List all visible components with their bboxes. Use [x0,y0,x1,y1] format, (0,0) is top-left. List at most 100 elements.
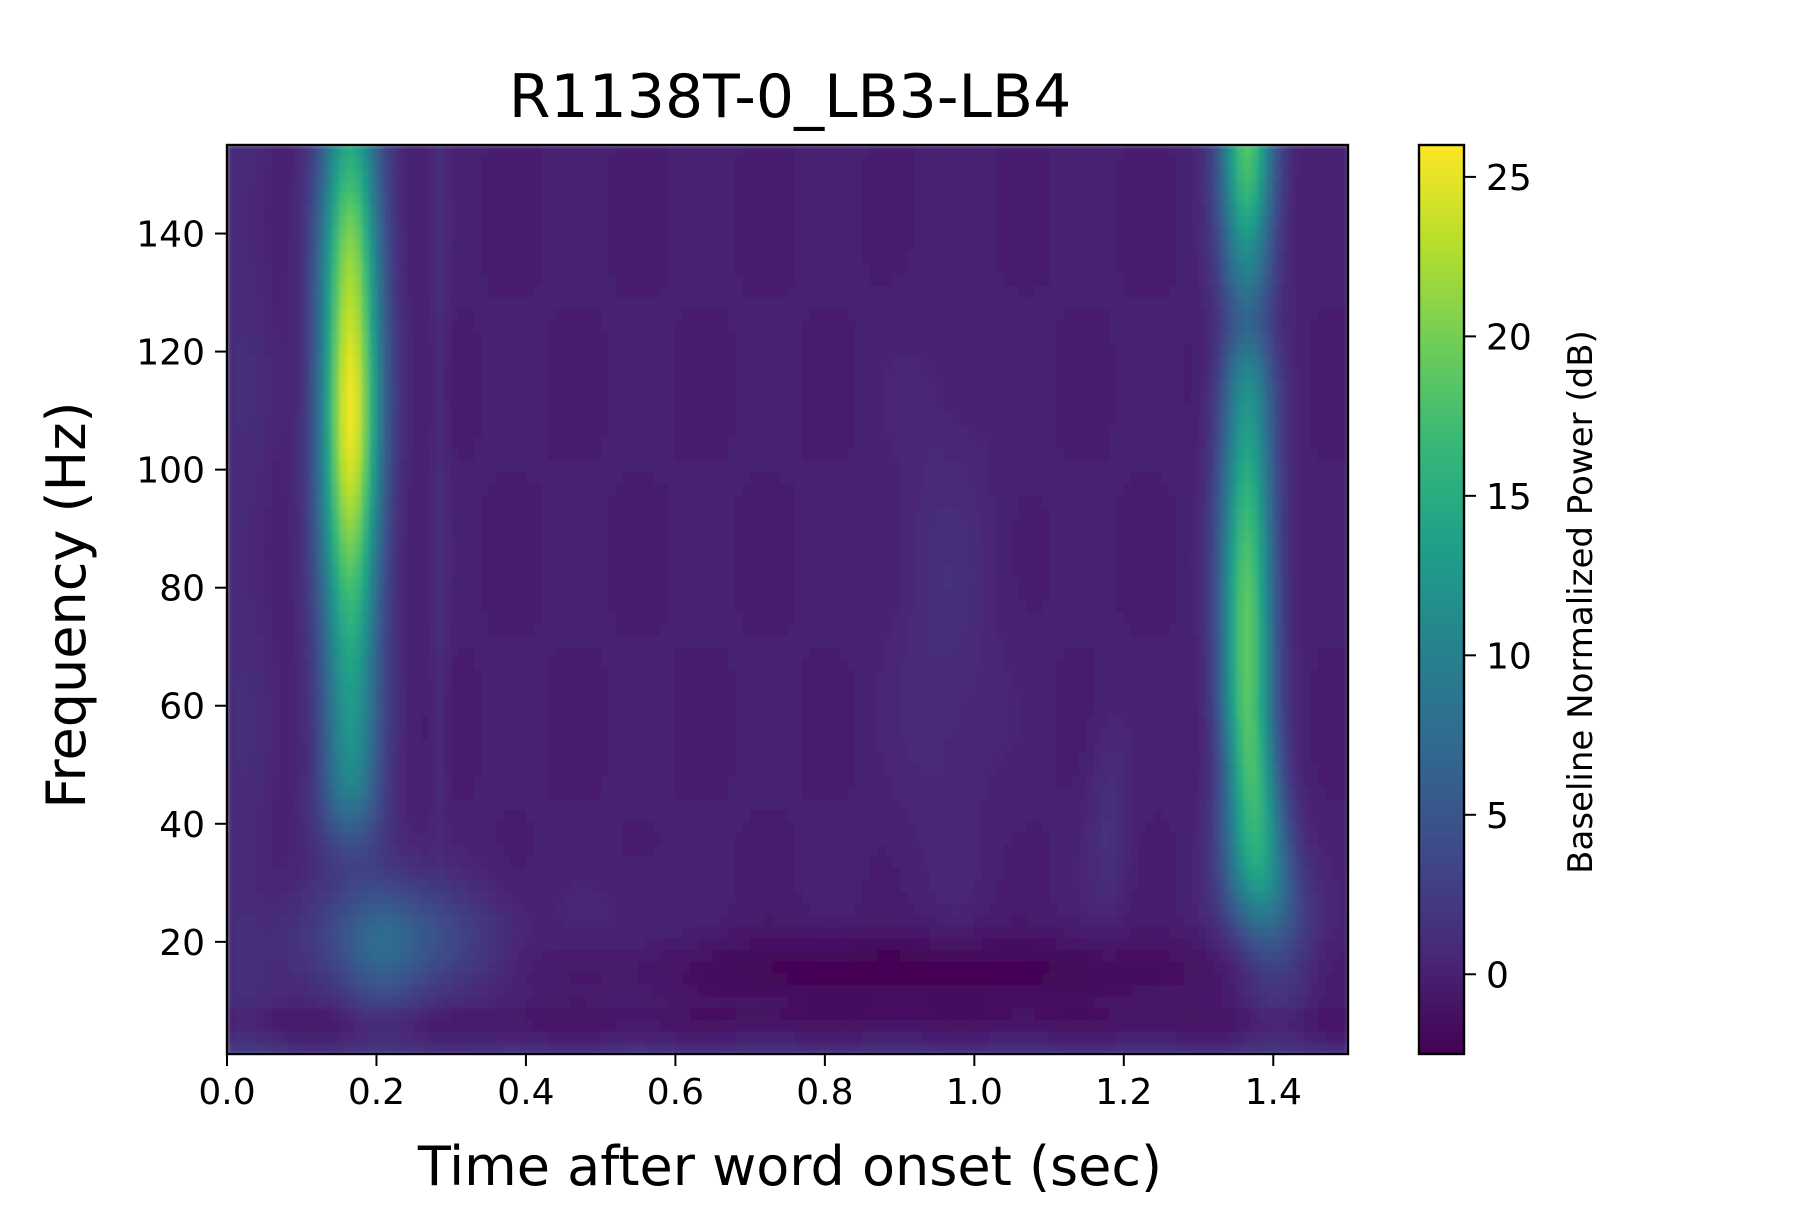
heatmap-cell [406,448,415,461]
heatmap-cell [294,855,303,869]
heatmap-cell [421,354,430,368]
heatmap-cell [249,681,258,694]
heatmap-cell [682,657,692,671]
heatmap-cell [660,413,669,426]
heatmap-cell [548,657,557,671]
heatmap-cell [361,797,370,811]
heatmap-cell [451,203,460,216]
heatmap-cell [406,879,415,892]
heatmap-cell [294,517,303,531]
heatmap-cell [645,203,654,216]
heatmap-cell [354,646,363,659]
heatmap-cell [496,902,505,916]
heatmap-cell [510,622,520,636]
heatmap-cell [548,331,557,345]
heatmap-cell [436,902,445,916]
heatmap-cell [398,354,408,368]
heatmap-cell [354,727,363,741]
heatmap-cell [473,343,482,356]
heatmap-cell [615,249,624,263]
heatmap-cell [697,820,707,834]
heatmap-cell [316,844,326,857]
heatmap-cell [593,599,602,613]
heatmap-cell [481,867,490,881]
heatmap-cell [271,995,281,1009]
heatmap-cell [608,1019,617,1032]
heatmap-cell [630,552,639,566]
heatmap-cell [361,331,370,345]
heatmap-cell [548,1007,557,1020]
heatmap-cell [443,716,453,729]
heatmap-cell [473,867,482,881]
heatmap-cell [316,797,326,811]
heatmap-cell [324,622,333,636]
heatmap-cell [451,995,460,1009]
heatmap-cell [638,273,647,286]
heatmap-cell [458,844,468,857]
heatmap-cell [249,401,258,414]
heatmap-cell [608,844,617,857]
heatmap-cell [354,681,363,694]
heatmap-cell [294,844,303,857]
heatmap-cell [376,494,385,508]
heatmap-cell [227,448,236,461]
heatmap-cell [555,284,565,298]
heatmap-cell [309,261,318,275]
heatmap-cell [533,179,542,193]
heatmap-cell [608,646,617,659]
heatmap-cell [406,389,415,403]
heatmap-cell [570,855,580,869]
heatmap-cell [376,681,385,694]
heatmap-cell [652,762,662,776]
heatmap-cell [376,482,385,496]
heatmap-cell [324,587,333,601]
heatmap-cell [256,844,266,857]
heatmap-cell [496,541,505,554]
heatmap-cell [652,284,662,298]
heatmap-cell [690,145,699,158]
heatmap-cell [682,354,692,368]
heatmap-cell [421,389,430,403]
heatmap-cell [436,844,445,857]
heatmap-cell [555,331,565,345]
heatmap-cell [615,762,624,776]
heatmap-cell [309,506,318,519]
heatmap-cell [652,482,662,496]
heatmap-cell [234,669,243,682]
heatmap-cell [697,401,707,414]
heatmap-cell [645,145,654,158]
heatmap-cell [600,191,610,205]
heatmap-cell [354,459,363,473]
heatmap-cell [570,471,580,484]
heatmap-cell [428,552,438,566]
heatmap-cell [376,785,385,799]
heatmap-cell [316,552,326,566]
heatmap-cell [682,401,692,414]
heatmap-cell [354,867,363,881]
heatmap-cell [443,785,453,799]
heatmap-cell [540,890,550,904]
heatmap-cell [473,587,482,601]
heatmap-cell [623,576,632,589]
heatmap-cell [593,459,602,473]
heatmap-cell [354,902,363,916]
heatmap-cell [406,506,415,519]
heatmap-cell [413,751,423,764]
heatmap-cell [227,145,236,158]
heatmap-cell [428,168,438,181]
heatmap-cell [256,401,266,414]
heatmap-cell [339,494,348,508]
heatmap-cell [256,308,266,321]
heatmap-cell [451,576,460,589]
heatmap-cell [227,238,236,251]
heatmap-cell [361,984,370,997]
heatmap-cell [391,914,400,927]
heatmap-cell [436,984,445,997]
heatmap-cell [316,576,326,589]
heatmap-cell [510,343,520,356]
heatmap-cell [398,820,408,834]
heatmap-cell [368,832,378,846]
heatmap-cell [309,436,318,449]
heatmap-cell [249,902,258,916]
heatmap-cell [428,226,438,240]
